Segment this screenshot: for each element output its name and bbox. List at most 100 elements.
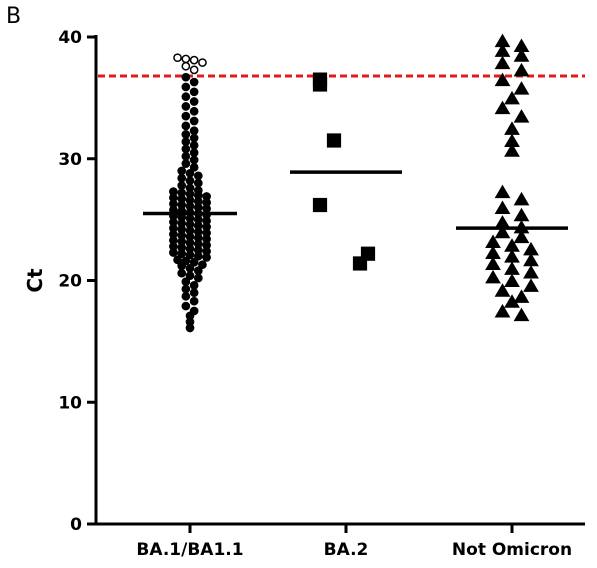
y-tick-label: 30 bbox=[58, 150, 82, 170]
data-point bbox=[494, 100, 511, 115]
data-point bbox=[189, 155, 199, 165]
data-point bbox=[326, 133, 342, 148]
data-point bbox=[181, 130, 191, 139]
data-point bbox=[181, 121, 191, 131]
data-point bbox=[189, 97, 199, 106]
data-point bbox=[189, 288, 199, 298]
data-point bbox=[360, 246, 376, 261]
data-point bbox=[513, 207, 530, 222]
data-point bbox=[494, 55, 511, 70]
x-tick-label: BA.2 bbox=[324, 540, 369, 560]
data-point bbox=[181, 54, 191, 64]
data-point bbox=[189, 148, 199, 158]
data-point bbox=[181, 72, 191, 82]
data-point bbox=[189, 296, 199, 306]
data-point bbox=[504, 261, 520, 275]
data-point bbox=[185, 250, 195, 260]
data-point bbox=[193, 273, 203, 283]
data-point bbox=[181, 151, 191, 161]
data-point bbox=[181, 82, 191, 92]
data-point bbox=[504, 121, 520, 135]
data-points bbox=[169, 33, 539, 333]
data-point bbox=[185, 263, 195, 273]
data-point bbox=[177, 261, 187, 271]
data-point bbox=[485, 256, 501, 270]
y-tick-label: 10 bbox=[58, 393, 82, 413]
data-point bbox=[494, 184, 511, 199]
data-point bbox=[494, 200, 511, 214]
data-point bbox=[177, 181, 187, 190]
data-point bbox=[504, 143, 520, 157]
data-point bbox=[189, 87, 199, 97]
data-point bbox=[504, 249, 520, 263]
data-point bbox=[189, 106, 199, 116]
y-tick-label: 0 bbox=[70, 515, 82, 535]
data-point bbox=[513, 62, 530, 77]
data-point bbox=[173, 53, 182, 63]
data-point bbox=[202, 253, 211, 262]
panel-label: B bbox=[6, 4, 22, 29]
data-point bbox=[185, 271, 195, 280]
data-point bbox=[185, 176, 195, 186]
axes bbox=[87, 35, 585, 533]
data-point bbox=[513, 229, 530, 244]
y-tick-label: 20 bbox=[58, 272, 82, 292]
data-point bbox=[189, 55, 199, 65]
data-point bbox=[181, 277, 191, 287]
data-point bbox=[513, 191, 530, 206]
data-point bbox=[189, 116, 199, 126]
data-point bbox=[181, 284, 191, 294]
data-point bbox=[177, 166, 187, 176]
data-point bbox=[494, 224, 511, 239]
data-point bbox=[523, 264, 539, 279]
data-point bbox=[181, 144, 191, 154]
data-point bbox=[189, 162, 199, 172]
x-tick-label: Not Omicron bbox=[452, 540, 572, 560]
data-point bbox=[181, 137, 191, 147]
data-point bbox=[189, 77, 199, 87]
data-point bbox=[513, 81, 530, 95]
data-point bbox=[177, 268, 187, 278]
data-point bbox=[504, 273, 520, 287]
data-point bbox=[193, 251, 203, 261]
data-point bbox=[181, 61, 191, 71]
x-tick-label: BA.1/BA1.1 bbox=[136, 540, 243, 560]
data-point bbox=[312, 72, 328, 87]
data-point bbox=[198, 260, 207, 270]
data-point bbox=[513, 289, 530, 303]
data-point bbox=[177, 249, 187, 259]
data-point bbox=[169, 248, 178, 257]
data-point bbox=[181, 159, 191, 168]
data-point bbox=[494, 283, 511, 297]
tick-labels: 0 10 20 30 40 BA.1/BA1.1 BA.2 Not Omicron Ct bbox=[23, 28, 572, 560]
data-point bbox=[189, 133, 199, 143]
data-point bbox=[177, 173, 187, 183]
data-point bbox=[513, 307, 530, 322]
y-axis-title: Ct bbox=[23, 268, 47, 293]
data-point bbox=[198, 58, 207, 67]
data-point bbox=[185, 169, 195, 178]
data-point bbox=[189, 141, 199, 150]
data-point bbox=[504, 294, 520, 308]
data-point bbox=[181, 92, 191, 102]
data-point bbox=[181, 102, 191, 111]
data-point bbox=[523, 278, 539, 292]
data-point bbox=[485, 269, 501, 284]
series-BA.1/BA1.1 bbox=[169, 53, 211, 333]
series-BA.2 bbox=[312, 72, 376, 271]
data-point bbox=[494, 72, 511, 87]
data-point bbox=[181, 291, 191, 301]
data-point bbox=[193, 178, 203, 188]
data-point bbox=[193, 171, 203, 181]
data-point bbox=[513, 48, 530, 62]
data-point bbox=[523, 252, 539, 267]
data-point bbox=[312, 197, 328, 213]
data-point bbox=[193, 266, 203, 276]
data-point bbox=[189, 65, 199, 75]
data-point bbox=[189, 281, 199, 290]
data-point bbox=[189, 257, 199, 267]
data-point bbox=[185, 323, 195, 333]
series-Not Omicron bbox=[485, 33, 539, 322]
data-point bbox=[173, 255, 182, 265]
